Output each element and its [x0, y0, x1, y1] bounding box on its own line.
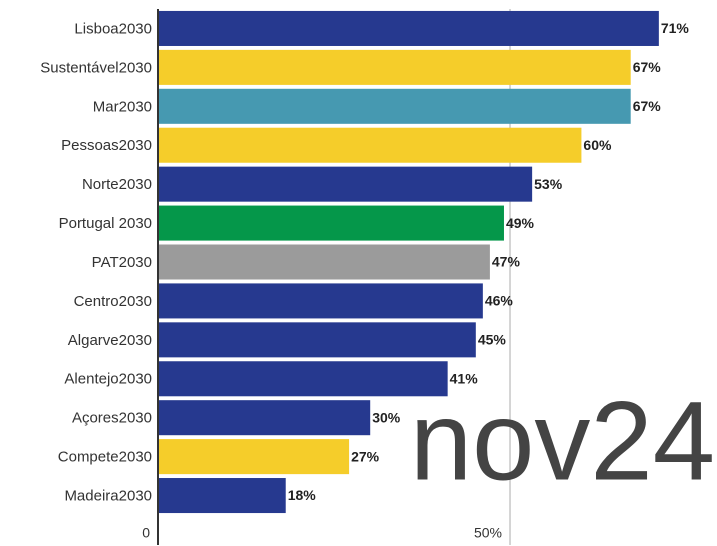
- data-label: 67%: [633, 59, 662, 75]
- bar: [159, 166, 533, 202]
- y-tick-label: Mar2030: [93, 98, 152, 115]
- y-tick-label: Portugal 2030: [59, 215, 152, 232]
- bar: [159, 439, 350, 475]
- bar: [159, 244, 490, 280]
- data-label: 53%: [534, 176, 563, 192]
- y-tick-label: Alentejo2030: [64, 371, 152, 388]
- x-tick-label: 50%: [474, 525, 502, 541]
- y-tick-label: Pessoas2030: [61, 137, 152, 154]
- bar: [159, 361, 448, 397]
- data-label: 27%: [351, 448, 380, 464]
- bar: [159, 478, 286, 514]
- y-tick-label: Sustentável2030: [40, 59, 152, 76]
- data-label: 18%: [288, 487, 317, 503]
- y-tick-label: Compete2030: [58, 449, 152, 466]
- bar: [159, 127, 582, 163]
- data-label: 67%: [633, 98, 662, 114]
- y-tick-label: PAT2030: [92, 254, 152, 271]
- y-tick-label: Açores2030: [72, 410, 152, 427]
- y-tick-label: Centro2030: [74, 293, 152, 310]
- data-label: 47%: [492, 254, 521, 270]
- data-label: 60%: [583, 137, 612, 153]
- bar: [159, 49, 631, 85]
- bar: [159, 283, 483, 319]
- x-tick-label: 0: [142, 525, 150, 541]
- data-label: 71%: [661, 20, 690, 36]
- bar: [159, 400, 371, 436]
- bar: [159, 205, 504, 241]
- bar: [159, 322, 476, 358]
- data-label: 41%: [450, 370, 479, 386]
- bar: [159, 88, 631, 124]
- data-label: 45%: [478, 332, 507, 348]
- bar: [159, 10, 659, 46]
- y-tick-label: Lisboa2030: [74, 20, 152, 37]
- y-tick-label: Norte2030: [82, 176, 152, 193]
- annotation: nov24: [410, 379, 715, 504]
- data-label: 30%: [372, 409, 401, 425]
- data-label: 46%: [485, 293, 514, 309]
- y-tick-label: Algarve2030: [68, 332, 152, 349]
- data-label: 49%: [506, 215, 535, 231]
- y-tick-label: Madeira2030: [64, 488, 152, 505]
